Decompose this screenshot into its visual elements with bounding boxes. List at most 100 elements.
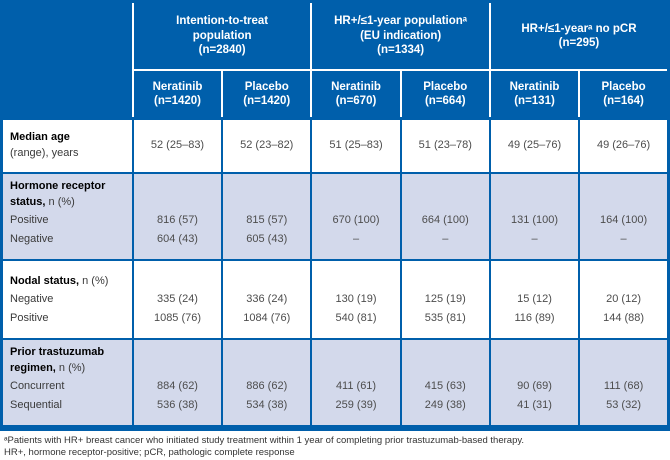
col-group-n: (n=2840) (198, 44, 246, 57)
value-cell: 49 (26–76) (578, 117, 669, 173)
col-group-itt: Intention-to-treat population (n=2840) (131, 0, 313, 71)
value-cell-empty (399, 338, 490, 377)
value-cell: 51 (23–78) (399, 117, 490, 173)
arm-name: Placebo (423, 80, 468, 93)
col-group-n: (n=1334) (377, 44, 425, 57)
value-cell-empty (221, 259, 312, 290)
arm-n: (n=664) (424, 95, 466, 107)
value-cell: 534 (38) (221, 396, 312, 428)
value-cell: 664 (100) (399, 211, 490, 230)
row-sublabel: Negative (1, 230, 133, 260)
col-header-placebo-nopcr: Placebo (n=164) (578, 69, 670, 120)
footnote-line-2: HR+, hormone receptor-positive; pCR, pat… (4, 447, 295, 459)
value-cell: 111 (68) (578, 377, 669, 396)
row-label-bold: Prior trastuzumab regimen, (10, 346, 105, 375)
value-cell: – (310, 230, 401, 260)
value-cell-empty (310, 172, 401, 211)
value-cell: 249 (38) (399, 396, 490, 428)
value-cell: 51 (25–83) (310, 117, 401, 173)
value-cell: 1084 (76) (221, 309, 312, 339)
value-cell: 49 (25–76) (488, 117, 580, 173)
value-cell: 411 (61) (310, 377, 401, 396)
value-cell: 886 (62) (221, 377, 312, 396)
value-cell: 20 (12) (578, 290, 669, 309)
corner-cell (0, 0, 134, 120)
arm-name: Neratinib (152, 80, 203, 93)
value-cell-empty (488, 259, 580, 290)
value-cell: 131 (100) (488, 211, 580, 230)
value-cell-empty (131, 338, 223, 377)
value-cell: 53 (32) (578, 396, 669, 428)
row-label-bold: Nodal status, (10, 275, 80, 288)
arm-name: Neratinib (331, 80, 381, 93)
value-cell: 41 (31) (488, 396, 580, 428)
row-label-median-age: Median age (range), years (1, 117, 133, 173)
arm-n: (n=1420) (243, 95, 291, 107)
col-group-title-line: (EU indication) (360, 29, 442, 42)
row-label-hormone-status: Hormone receptor status, n (%) (1, 172, 133, 211)
footnote: ᵃPatients with HR+ breast cancer who ini… (0, 431, 670, 460)
value-cell: 605 (43) (221, 230, 312, 260)
value-cell-empty (578, 172, 669, 211)
row-prior-concurrent: Concurrent 884 (62) 886 (62) 411 (61) 41… (1, 377, 669, 396)
col-header-neratinib-itt: Neratinib (n=1420) (131, 69, 224, 120)
value-cell-empty (488, 172, 580, 211)
col-header-placebo-eu: Placebo (n=664) (399, 69, 491, 120)
value-cell-empty (488, 338, 580, 377)
row-sublabel: Positive (1, 309, 133, 339)
value-cell: 52 (23–82) (221, 117, 312, 173)
value-cell: 336 (24) (221, 290, 312, 309)
row-sublabel: Sequential (1, 396, 133, 428)
arm-header-row: Neratinib (n=1420) Placebo (n=1420) Nera… (2, 69, 670, 120)
value-cell: 1085 (76) (131, 309, 223, 339)
value-cell: 815 (57) (221, 211, 312, 230)
value-cell-empty (310, 338, 401, 377)
col-group-title-line: HR+/≤1-yearᵃ no pCR (521, 22, 637, 35)
value-cell-empty (131, 172, 223, 211)
row-label-rest: n (%) (79, 275, 109, 288)
col-group-hr-nopcr: HR+/≤1-yearᵃ no pCR (n=295) (488, 0, 670, 71)
value-cell: 670 (100) (310, 211, 401, 230)
value-cell: 535 (81) (399, 309, 490, 339)
col-header-neratinib-eu: Neratinib (n=670) (310, 69, 402, 120)
row-sublabel: Negative (1, 290, 133, 309)
col-group-title-line: population (192, 29, 252, 42)
value-cell: 15 (12) (488, 290, 580, 309)
row-hormone-positive: Positive 816 (57) 815 (57) 670 (100) 664… (1, 211, 669, 230)
value-cell: 816 (57) (131, 211, 223, 230)
col-group-title-line: Intention-to-treat (176, 15, 269, 28)
arm-name: Placebo (244, 80, 289, 93)
value-cell-empty (578, 338, 669, 377)
row-label-rest: (range), years (10, 147, 79, 159)
row-median-age: Median age (range), years 52 (25–83) 52 … (1, 117, 669, 173)
value-cell: 540 (81) (310, 309, 401, 339)
value-cell-empty (131, 259, 223, 290)
col-group-n: (n=295) (558, 37, 600, 49)
value-cell-empty (221, 172, 312, 211)
footnote-line-1: ᵃPatients with HR+ breast cancer who ini… (4, 435, 525, 446)
row-hormone-status-title: Hormone receptor status, n (%) (1, 172, 669, 211)
row-nodal-negative: Negative 335 (24) 336 (24) 130 (19) 125 … (1, 290, 669, 309)
row-label-rest: n (%) (45, 196, 75, 209)
arm-n: (n=164) (603, 95, 644, 107)
value-cell: 415 (63) (399, 377, 490, 396)
row-label-prior-trastuzumab: Prior trastuzumab regimen, n (%) (1, 338, 133, 377)
value-cell-empty (310, 259, 401, 290)
row-label-bold: Hormone receptor status, (10, 180, 106, 209)
row-label-bold: Median age (10, 131, 70, 144)
arm-n: (n=1420) (154, 95, 201, 107)
value-cell: – (488, 230, 580, 260)
row-sublabel: Concurrent (1, 377, 133, 396)
col-group-title-line: HR+/≤1-year populationᵃ (334, 15, 468, 28)
row-nodal-status-title: Nodal status, n (%) (1, 259, 669, 290)
col-header-neratinib-nopcr: Neratinib (n=131) (488, 69, 581, 120)
value-cell: 604 (43) (131, 230, 223, 260)
value-cell-empty (399, 259, 490, 290)
value-cell: 164 (100) (578, 211, 669, 230)
row-sublabel: Positive (1, 211, 133, 230)
value-cell: 884 (62) (131, 377, 223, 396)
value-cell: 116 (89) (488, 309, 580, 339)
arm-n: (n=670) (335, 95, 377, 107)
value-cell-empty (221, 338, 312, 377)
